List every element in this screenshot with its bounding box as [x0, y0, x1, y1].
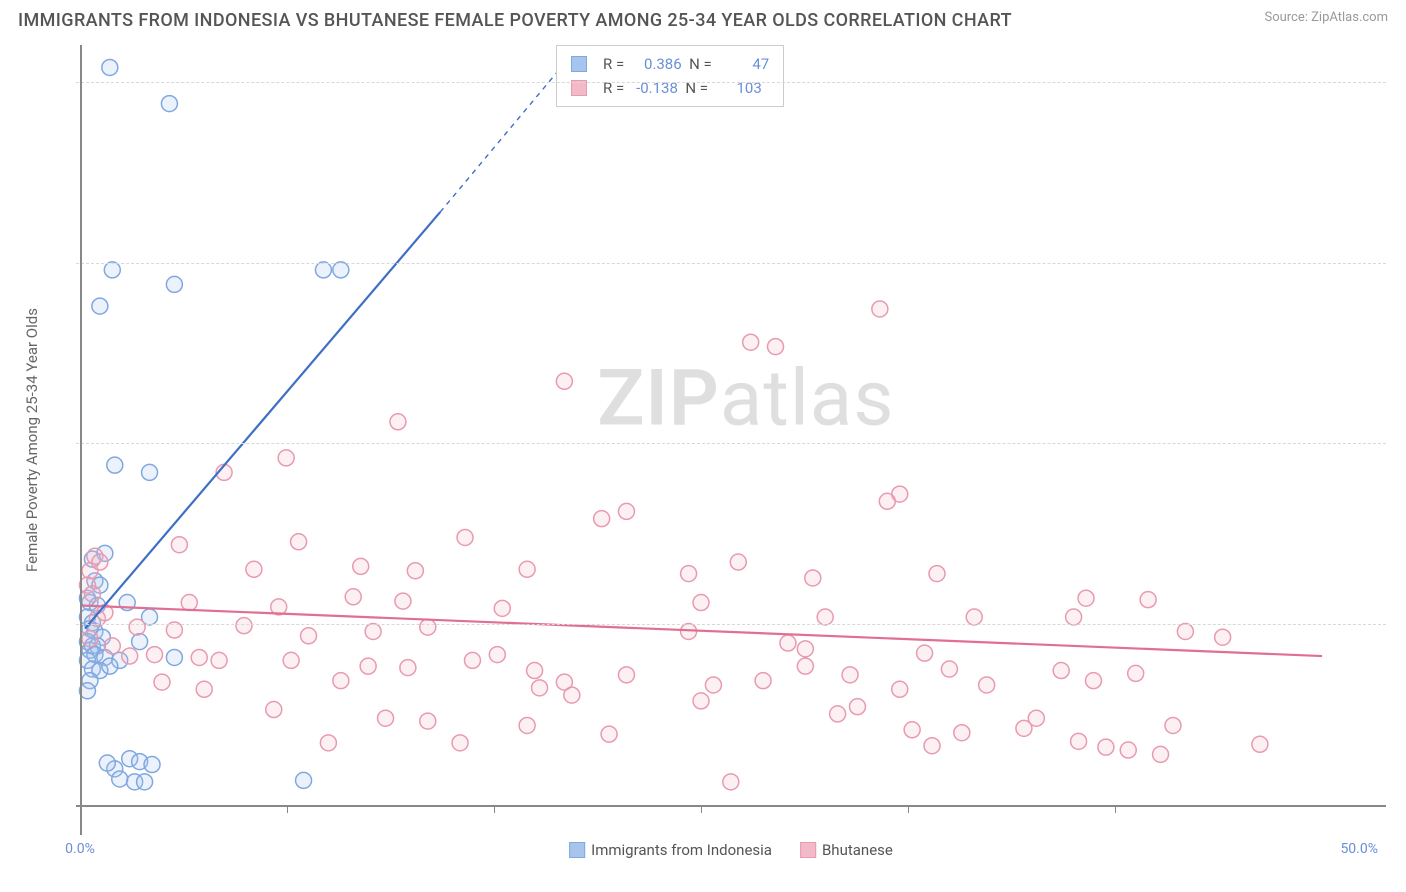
swatch-indonesia	[571, 56, 587, 72]
swatch-bhutanese-icon	[800, 842, 816, 858]
legend-item-bhutanese: Bhutanese	[800, 841, 893, 859]
header: IMMIGRANTS FROM INDONESIA VS BHUTANESE F…	[0, 0, 1406, 37]
legend-item-indonesia: Immigrants from Indonesia	[569, 841, 772, 859]
xtick-label: 0.0%	[65, 841, 95, 857]
n-indonesia: 47	[719, 52, 769, 76]
r-bhutanese: -0.138	[628, 76, 678, 100]
legend-bottom: Immigrants from Indonesia Bhutanese	[569, 841, 893, 859]
scatter-svg	[76, 45, 1386, 835]
swatch-indonesia-icon	[569, 842, 585, 858]
y-axis-label: Female Poverty Among 25-34 Year Olds	[23, 308, 41, 572]
chart-container: Female Poverty Among 25-34 Year Olds ZIP…	[50, 45, 1386, 835]
source-text: Source: ZipAtlas.com	[1264, 10, 1388, 25]
n-bhutanese: 103	[712, 76, 762, 100]
legend-row-indonesia: R = 0.386 N = 47	[571, 52, 769, 76]
legend-row-bhutanese: R = -0.138 N = 103	[571, 76, 769, 100]
correlation-legend: R = 0.386 N = 47 R = -0.138 N = 103	[556, 45, 784, 107]
plot-area: ZIPatlas R = 0.386 N = 47 R = -0.138 N =…	[76, 45, 1386, 835]
r-indonesia: 0.386	[632, 52, 682, 76]
xtick-label: 50.0%	[1340, 841, 1378, 857]
chart-title: IMMIGRANTS FROM INDONESIA VS BHUTANESE F…	[18, 10, 1012, 31]
